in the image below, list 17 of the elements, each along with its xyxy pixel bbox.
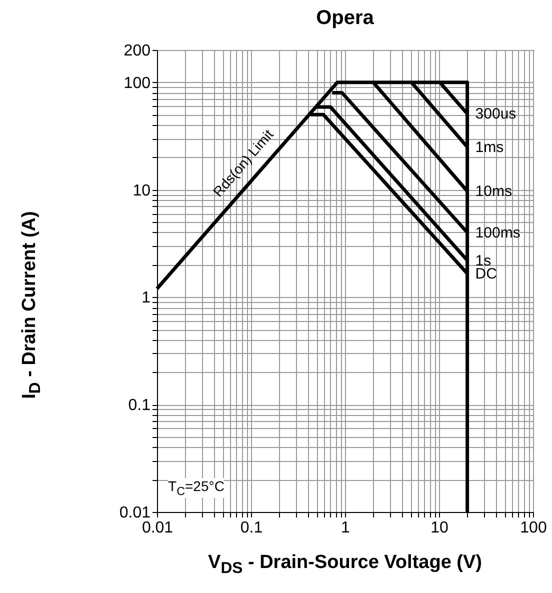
y-tick-label: 100	[124, 74, 151, 92]
annotation: T$_{C}$=25°C	[168, 478, 224, 498]
y-tick-label: 10	[132, 182, 151, 200]
x-tick-label: 1	[341, 520, 350, 536]
series-label: 10ms	[475, 183, 512, 200]
y-tick-label: 1	[142, 290, 151, 307]
x-tick-label: 0.1	[240, 520, 263, 536]
y-tick-label: 0.01	[119, 504, 151, 522]
chart-title: Opera	[316, 7, 375, 29]
series-label: 300us	[475, 106, 516, 123]
y-tick-label: 200	[124, 42, 151, 60]
x-tick-label: 10	[430, 520, 448, 536]
y-tick-label: 0.1	[128, 397, 151, 414]
x-axis-title: V$_{DS}$ - Drain-Source Voltage (V)	[208, 552, 482, 578]
series-label: 1ms	[475, 139, 504, 156]
x-tick-label: 100	[520, 520, 547, 536]
series-label: 100ms	[475, 224, 520, 242]
